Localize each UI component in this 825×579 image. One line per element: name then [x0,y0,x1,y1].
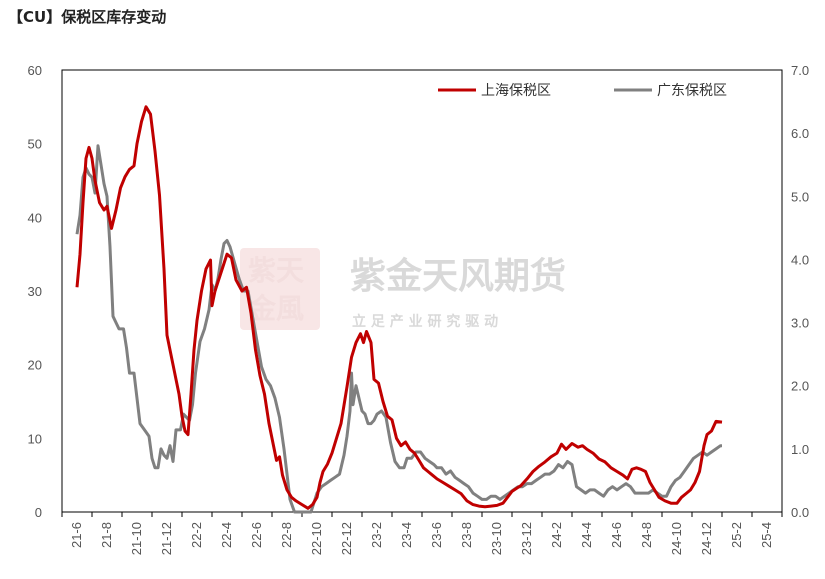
y-right-tick-label: 7.0 [791,63,809,78]
y-right-tick-label: 2.0 [791,379,809,394]
series-layer [75,105,723,514]
y-left-axis: 0 10 20 30 40 50 60 [28,63,42,520]
svg-text:金風: 金風 [247,292,304,325]
y-right-tick-label: 6.0 [791,126,809,141]
x-tick-label: 22-6 [249,522,264,548]
y-left-tick-label: 0 [35,505,42,520]
x-tick-label: 21-12 [159,522,174,555]
watermark: 紫天 金風 紫金天风期货 立 足 产 业 研 究 驱 动 [240,248,566,330]
y-left-tick-label: 60 [28,63,42,78]
x-axis: 21-6 21-8 21-10 21-12 22-2 22-4 22-6 22-8 22-10 2… [61,512,783,555]
legend: 上海保税区 广东保税区 [438,83,727,99]
y-left-tick-label: 10 [28,431,42,446]
x-tick-label: 22-4 [219,522,234,548]
x-tick-label: 21-8 [99,522,114,548]
x-tick-label: 23-2 [369,522,384,548]
y-right-tick-label: 3.0 [791,316,809,331]
x-tick-label: 25-4 [759,522,774,548]
x-tick-label: 22-12 [339,522,354,555]
x-tick-label: 23-8 [459,522,474,548]
x-tick-label: 23-12 [519,522,534,555]
x-tick-label: 24-8 [639,522,654,548]
x-tick-label: 21-10 [129,522,144,555]
chart-title: 【CU】保税区库存变动 [8,8,167,26]
x-tick-label: 24-10 [669,522,684,555]
watermark-seal: 紫天 金風 [240,248,320,330]
y-right-tick-label: 4.0 [791,252,809,267]
y-right-axis: 0.0 1.0 2.0 3.0 4.0 5.0 6.0 7.0 [791,63,809,520]
y-left-tick-label: 40 [28,210,42,225]
y-right-tick-label: 0.0 [791,505,809,520]
y-right-tick-label: 1.0 [791,442,809,457]
x-tick-label: 24-12 [699,522,714,555]
series-line-shanghai [75,105,723,510]
x-tick-label: 23-4 [399,522,414,548]
x-tick-label: 24-6 [609,522,624,548]
watermark-brand: 紫金天风期货 [350,255,566,297]
x-tick-label: 23-10 [489,522,504,555]
y-left-tick-label: 20 [28,358,42,373]
y-left-tick-label: 30 [28,284,42,299]
series-line-guangdong [75,144,722,514]
x-tick-label: 21-6 [69,522,84,548]
watermark-slogan: 立 足 产 业 研 究 驱 动 [352,313,498,330]
x-tick-label: 23-6 [429,522,444,548]
x-tick-label: 25-2 [729,522,744,548]
x-tick-label: 24-2 [549,522,564,548]
x-tick-label: 22-10 [309,522,324,555]
y-right-tick-label: 5.0 [791,189,809,204]
legend-label-shanghai: 上海保税区 [481,83,551,99]
svg-text:紫天: 紫天 [248,254,304,287]
x-tick-label: 22-8 [279,522,294,548]
y-left-tick-label: 50 [28,137,42,152]
x-tick-label: 24-4 [579,522,594,548]
legend-label-guangdong: 广东保税区 [657,83,727,99]
x-tick-label: 22-2 [189,522,204,548]
